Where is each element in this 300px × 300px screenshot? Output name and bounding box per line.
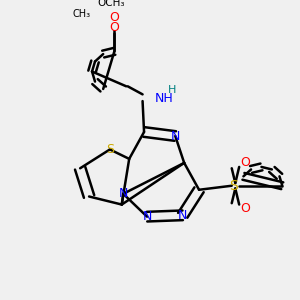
Text: O: O bbox=[240, 156, 250, 170]
Text: O: O bbox=[240, 202, 250, 215]
Text: O: O bbox=[110, 11, 119, 24]
Text: OCH₃: OCH₃ bbox=[98, 0, 125, 8]
Text: H: H bbox=[168, 85, 176, 95]
Text: O: O bbox=[110, 21, 119, 34]
Text: NH: NH bbox=[154, 92, 173, 105]
Text: S: S bbox=[229, 179, 238, 193]
Text: N: N bbox=[118, 187, 128, 200]
Text: N: N bbox=[178, 209, 188, 222]
Text: CH₃: CH₃ bbox=[72, 9, 91, 19]
Text: N: N bbox=[142, 210, 152, 223]
Text: N: N bbox=[171, 130, 180, 142]
Text: S: S bbox=[106, 143, 114, 156]
